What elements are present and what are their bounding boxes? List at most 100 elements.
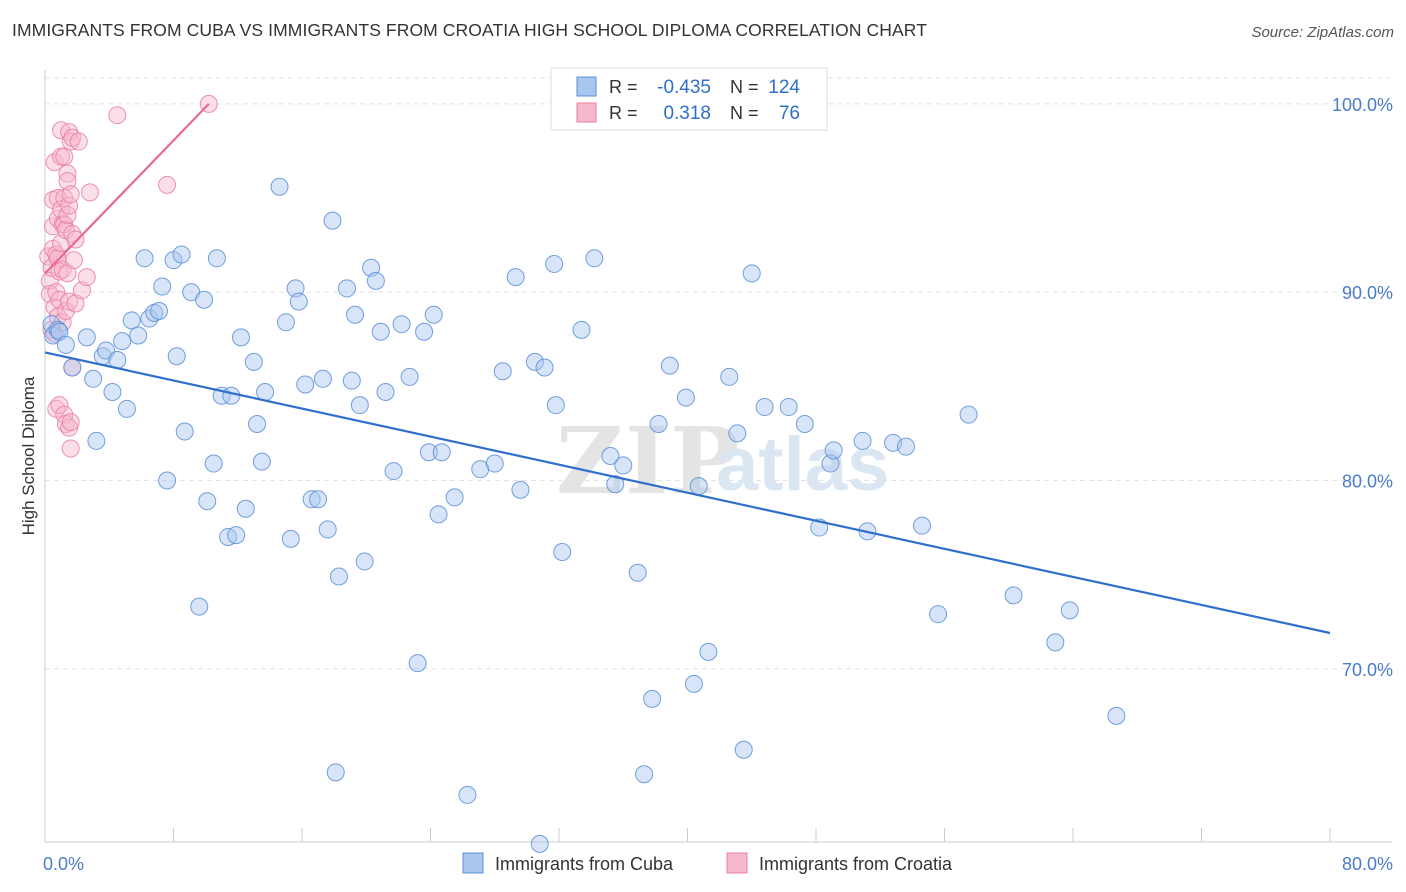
cuba-point-45: [281, 529, 300, 548]
croatia-point-58: [158, 175, 177, 194]
cuba-point-3: [50, 322, 69, 341]
cuba-point-48: [296, 375, 315, 394]
cuba-point-120: [1060, 601, 1079, 620]
cuba-point-86: [553, 543, 572, 562]
cuba-point-96: [660, 356, 679, 375]
chart-source: Source: ZipAtlas.com: [1251, 24, 1394, 41]
cuba-point-82: [530, 834, 549, 853]
cuba-point-20: [150, 302, 169, 321]
trend-lines: [44, 103, 1331, 635]
series-legend-label-cuba: Immigrants from Cuba: [495, 854, 674, 874]
cuba-point-101: [720, 367, 739, 386]
cuba-point-85: [546, 396, 565, 415]
x-tick-label-0: 0.0%: [43, 854, 84, 874]
cuba-point-35: [222, 386, 241, 405]
cuba-point-68: [408, 654, 427, 673]
cuba-point-49: [302, 490, 321, 509]
cuba-point-89: [601, 447, 620, 465]
tick-labels: 70.0% 80.0% 90.0% 100.0% 0.0% 80.0%: [43, 95, 1393, 874]
legend-n-value-croatia: 76: [779, 103, 800, 124]
legend-r-label-cuba: R =: [609, 77, 638, 97]
legend-r-label-croatia: R =: [609, 103, 638, 123]
cuba-point-97: [676, 388, 695, 407]
cuba-point-42: [256, 382, 275, 401]
y-tick-label-2: 90.0%: [1342, 283, 1393, 303]
cuba-point-24: [167, 347, 186, 366]
croatia-point-35: [58, 164, 77, 183]
series-legend-swatch-croatia: [726, 852, 748, 874]
croatia-series: [39, 94, 218, 458]
cuba-point-78: [493, 362, 512, 381]
cuba-point-4: [56, 335, 75, 354]
cuba-point-31: [204, 454, 223, 473]
x-tick-label-1: 80.0%: [1342, 854, 1393, 874]
series-legend-label-croatia: Immigrants from Croatia: [759, 854, 953, 874]
cuba-point-79: [506, 268, 525, 287]
y-tick-label-0: 70.0%: [1342, 660, 1393, 680]
cuba-point-32: [207, 249, 226, 268]
croatia-point-45: [61, 413, 80, 432]
croatia-point-57: [108, 106, 127, 125]
cuba-point-40: [248, 414, 267, 433]
cuba-point-53: [323, 211, 342, 230]
croatia-point-38: [58, 264, 77, 283]
legend-swatch-croatia: [576, 102, 597, 123]
cuba-point-87: [572, 320, 591, 339]
cuba-point-62: [366, 271, 385, 290]
cuba-point-98: [684, 674, 703, 693]
cuba-point-83: [535, 358, 554, 377]
cuba-point-92: [628, 563, 647, 582]
cuba-point-67: [400, 367, 419, 386]
cuba-point-71: [424, 305, 443, 324]
cuba-point-75: [458, 785, 477, 804]
legend-r-value-croatia: 0.318: [663, 103, 711, 124]
cuba-point-81: [525, 352, 544, 371]
cuba-point-59: [350, 396, 369, 415]
cuba-series: [42, 177, 1126, 853]
cuba-point-15: [122, 311, 141, 330]
croatia-point-33: [56, 302, 75, 321]
cuba-point-52: [318, 520, 337, 539]
croatia-point-37: [58, 205, 77, 224]
croatia-point-56: [80, 183, 99, 202]
cuba-point-5: [63, 358, 82, 377]
cuba-point-8: [87, 431, 106, 450]
croatia-point-30: [55, 147, 74, 166]
series-legend-swatch-cuba: [462, 852, 484, 874]
cuba-point-65: [384, 462, 403, 481]
croatia-point-1: [40, 271, 59, 290]
croatia-point-53: [69, 132, 88, 151]
grid-lines: [45, 77, 1392, 670]
cuba-point-80: [511, 480, 530, 499]
cuba-point-103: [734, 740, 753, 759]
cuba-point-21: [153, 277, 172, 296]
cuba-point-66: [392, 315, 411, 334]
cuba-point-91: [614, 456, 633, 475]
cuba-point-99: [689, 477, 708, 496]
cuba-point-104: [742, 264, 761, 283]
legend-swatch-cuba: [576, 76, 597, 97]
cuba-point-102: [728, 424, 747, 443]
cuba-point-17: [135, 249, 154, 268]
croatia-point-52: [66, 294, 85, 313]
legend-frame: [550, 67, 828, 131]
cuba-point-100: [699, 642, 718, 661]
croatia-trend-line: [44, 103, 210, 275]
cuba-point-107: [795, 414, 814, 433]
croatia-point-55: [77, 268, 96, 287]
croatia-point-20: [50, 396, 69, 415]
cuba-point-77: [485, 454, 504, 473]
cuba-point-47: [289, 292, 308, 311]
chart-title: IMMIGRANTS FROM CUBA VS IMMIGRANTS FROM …: [12, 20, 928, 40]
cuba-point-64: [376, 382, 395, 401]
cuba-point-118: [1004, 586, 1023, 605]
cuba-point-110: [824, 441, 843, 460]
cuba-point-115: [913, 516, 932, 535]
cuba-point-116: [929, 605, 948, 624]
cuba-point-25: [172, 245, 191, 264]
legend-n-value-cuba: 124: [768, 77, 800, 98]
legend-r-value-cuba: -0.435: [657, 77, 711, 98]
cuba-point-119: [1046, 633, 1065, 652]
legend-n-label-croatia: N =: [730, 103, 759, 123]
cuba-point-28: [190, 597, 209, 616]
